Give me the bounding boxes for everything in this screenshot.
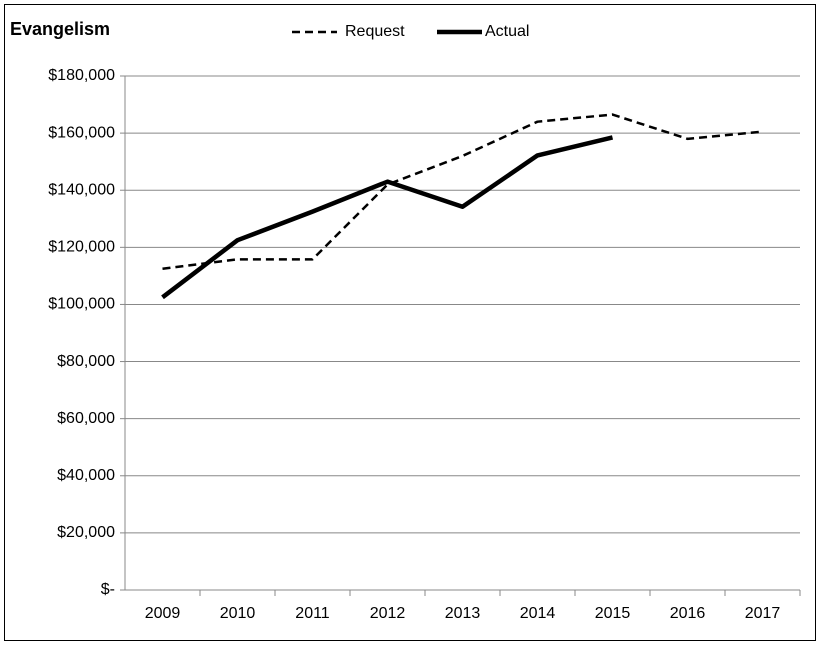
x-tick-label: 2013 bbox=[445, 605, 481, 622]
data-line bbox=[161, 135, 614, 300]
data-line bbox=[162, 113, 763, 270]
y-tick-label: $160,000 bbox=[48, 124, 115, 141]
y-tick-label: $140,000 bbox=[48, 181, 115, 198]
chart-border bbox=[4, 4, 816, 641]
y-tick-label: $60,000 bbox=[57, 410, 115, 427]
x-tick-label: 2010 bbox=[220, 605, 256, 622]
x-tick-label: 2012 bbox=[370, 605, 406, 622]
y-tick-label: $20,000 bbox=[57, 524, 115, 541]
y-tick-label: $120,000 bbox=[48, 239, 115, 256]
x-tick-label: 2017 bbox=[745, 605, 781, 622]
y-tick-label: $- bbox=[101, 581, 115, 598]
legend-label: Actual bbox=[485, 23, 529, 40]
y-tick-label: $180,000 bbox=[48, 67, 115, 84]
x-tick-label: 2015 bbox=[595, 605, 631, 622]
y-tick-label: $80,000 bbox=[57, 353, 115, 370]
x-tick-label: 2016 bbox=[670, 605, 706, 622]
legend-label: Request bbox=[345, 23, 405, 40]
x-tick-label: 2011 bbox=[295, 605, 330, 622]
x-tick-label: 2014 bbox=[520, 605, 556, 622]
chart-title: Evangelism bbox=[10, 19, 110, 39]
y-tick-label: $100,000 bbox=[48, 296, 115, 313]
y-tick-label: $40,000 bbox=[57, 467, 115, 484]
x-tick-label: 2009 bbox=[145, 605, 181, 622]
